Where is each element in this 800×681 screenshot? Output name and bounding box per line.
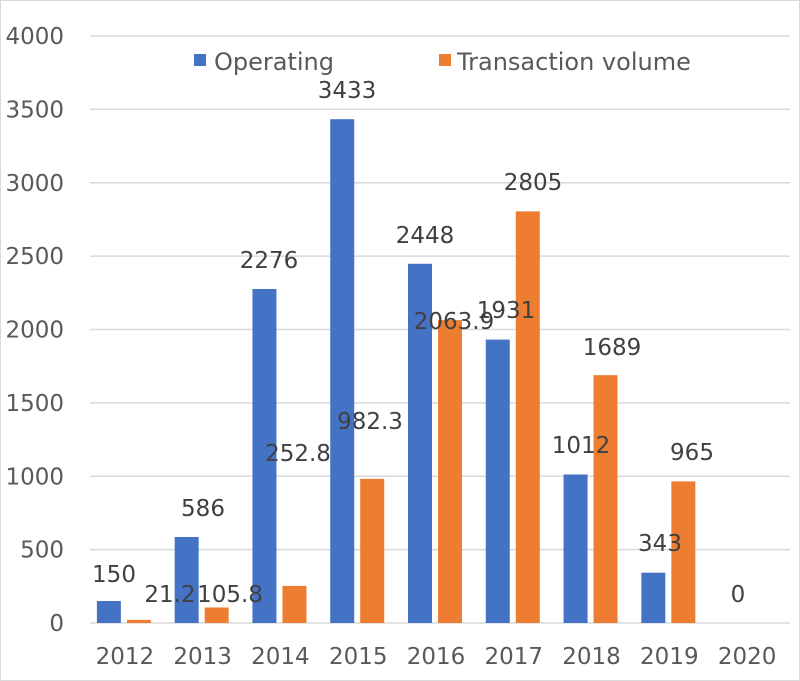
bar-transaction-volume <box>515 211 540 623</box>
x-tick-label: 2014 <box>251 644 310 670</box>
x-tick-label: 2017 <box>485 644 544 670</box>
data-label-transaction-volume: 2063.9 <box>414 309 494 335</box>
bar-operating <box>485 339 510 623</box>
data-label-operating: 1931 <box>477 298 536 324</box>
bar-operating <box>641 572 666 623</box>
bar-transaction-volume <box>593 375 618 623</box>
y-tick-label: 4000 <box>5 24 64 50</box>
legend: Operating Transaction volume <box>194 48 691 76</box>
x-tick-label: 2015 <box>329 644 388 670</box>
data-label-transaction-volume: 965 <box>670 440 714 466</box>
data-label-operating: 0 <box>731 582 746 608</box>
bar-operating <box>252 288 277 623</box>
bar-operating <box>174 537 199 623</box>
data-label-transaction-volume: 105.8 <box>197 582 263 608</box>
bar-operating <box>330 119 355 624</box>
data-label-operating: 150 <box>92 562 136 588</box>
x-tick-label: 2020 <box>718 644 777 670</box>
legend-swatch-operating <box>194 54 206 66</box>
bar-transaction-volume <box>126 619 151 623</box>
legend-swatch-transaction-volume <box>439 54 451 66</box>
y-tick-label: 3500 <box>5 97 64 123</box>
legend-label-operating: Operating <box>214 48 334 76</box>
data-label-transaction-volume: 982.3 <box>337 409 403 435</box>
y-tick-label: 3000 <box>5 171 64 197</box>
x-tick-label: 2013 <box>173 644 232 670</box>
bar-operating <box>563 474 588 623</box>
y-tick-label: 1500 <box>5 391 64 417</box>
data-label-operating: 586 <box>181 496 225 522</box>
data-label-operating: 3433 <box>318 78 377 104</box>
x-tick-label: 2012 <box>96 644 155 670</box>
bar-transaction-volume <box>671 481 696 623</box>
data-label-operating: 1012 <box>552 433 611 459</box>
data-label-transaction-volume: 1689 <box>583 335 642 361</box>
data-label-transaction-volume: 2805 <box>504 170 563 196</box>
bar-transaction-volume <box>438 320 462 623</box>
y-tick-label: 2500 <box>5 244 64 270</box>
data-label-operating: 2448 <box>396 223 455 249</box>
bar-transaction-volume <box>360 478 385 623</box>
x-tick-label: 2019 <box>640 644 699 670</box>
y-tick-label: 0 <box>49 611 64 637</box>
bar-transaction-volume <box>204 607 229 623</box>
bar-operating <box>96 600 121 623</box>
x-tick-label: 2018 <box>562 644 621 670</box>
legend-label-transaction-volume: Transaction volume <box>456 48 691 76</box>
x-tick-label: 2016 <box>407 644 466 670</box>
data-label-transaction-volume: 21.2 <box>144 582 195 608</box>
data-label-transaction-volume: 252.8 <box>265 441 331 467</box>
y-tick-label: 500 <box>20 538 64 564</box>
data-label-operating: 343 <box>638 531 682 557</box>
y-tick-label: 1000 <box>5 464 64 490</box>
y-tick-label: 2000 <box>5 318 64 344</box>
bar-transaction-volume <box>282 585 307 623</box>
data-label-operating: 2276 <box>240 248 299 274</box>
bar-operating <box>408 263 432 623</box>
